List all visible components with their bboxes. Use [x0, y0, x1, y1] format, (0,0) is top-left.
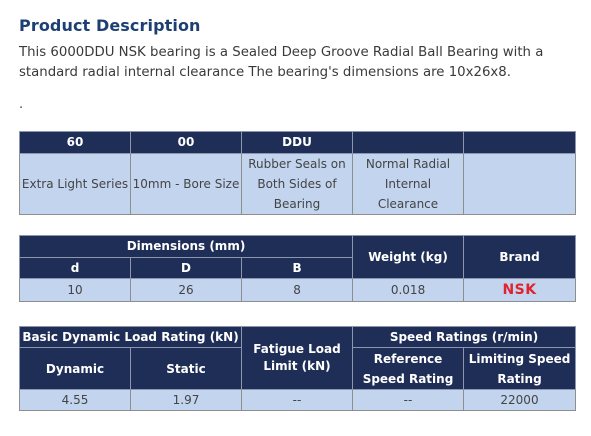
- dimensions-group-header: Dimensions (mm): [18, 235, 354, 258]
- clearance-cell: Normal Radial Internal Clearance: [352, 153, 464, 215]
- static-value: 1.97: [130, 389, 242, 411]
- table-header-row: Dimensions (mm) Weight (kg) Brand: [18, 235, 577, 279]
- product-description-heading: Product Description: [19, 16, 201, 35]
- extra-cell: [463, 153, 576, 215]
- nsk-brand-logo: NSK: [502, 282, 537, 298]
- limiting-speed-value: 22000: [462, 389, 577, 411]
- width-header: B: [240, 257, 354, 279]
- outer-diameter-value: 26: [130, 278, 242, 302]
- width-value: 8: [240, 278, 354, 302]
- seal-type-cell: Rubber Seals on Both Sides of Bearing: [241, 153, 353, 215]
- table-header-row: Basic Dynamic Load Rating (kN) Fatigue L…: [19, 326, 577, 390]
- fatigue-load-value: --: [241, 389, 353, 411]
- clearance-code-header: [352, 131, 464, 154]
- table-header-row: 60 00 DDU: [19, 131, 576, 154]
- load-rating-group-header: Basic Dynamic Load Rating (kN): [19, 326, 242, 348]
- table-row: 10 26 8 0.018 NSK: [19, 278, 577, 302]
- dimensions-table: Dimensions (mm) Weight (kg) Brand d D B …: [18, 235, 577, 302]
- weight-header: Weight (kg): [352, 235, 465, 279]
- outer-diameter-header: D: [130, 257, 242, 279]
- inner-diameter-header: d: [19, 257, 131, 279]
- reference-speed-header: Reference Speed Rating: [352, 347, 464, 390]
- separator-dot: .: [19, 97, 24, 112]
- dynamic-header: Dynamic: [19, 347, 131, 390]
- bore-size-cell: 10mm - Bore Size: [130, 153, 242, 215]
- reference-speed-value: --: [352, 389, 464, 411]
- table-subheader-row: Dynamic Static Reference Speed Rating Li…: [19, 347, 577, 390]
- table-row: Extra Light Series 10mm - Bore Size Rubb…: [19, 153, 576, 215]
- load-and-speed-ratings-table: Basic Dynamic Load Rating (kN) Fatigue L…: [19, 326, 577, 411]
- brand-value: NSK: [463, 278, 577, 302]
- brand-header: Brand: [463, 235, 577, 279]
- dynamic-value: 4.55: [19, 389, 131, 411]
- inner-diameter-value: 10: [19, 278, 131, 302]
- static-header: Static: [130, 347, 242, 390]
- part-number-breakdown-table: 60 00 DDU Extra Light Series 10mm - Bore…: [19, 131, 576, 215]
- series-code-header: 60: [19, 131, 131, 154]
- weight-value: 0.018: [352, 278, 465, 302]
- extra-code-header: [463, 131, 576, 154]
- bore-code-header: 00: [130, 131, 242, 154]
- fatigue-load-header: Fatigue Load Limit (kN): [241, 326, 353, 390]
- limiting-speed-header: Limiting Speed Rating: [462, 347, 577, 390]
- table-row: 4.55 1.97 -- -- 22000: [19, 389, 577, 411]
- product-description-text: This 6000DDU NSK bearing is a Sealed Dee…: [19, 45, 544, 80]
- series-cell: Extra Light Series: [19, 153, 131, 215]
- speed-ratings-group-header: Speed Ratings (r/min): [351, 326, 577, 348]
- seal-code-header: DDU: [241, 131, 353, 154]
